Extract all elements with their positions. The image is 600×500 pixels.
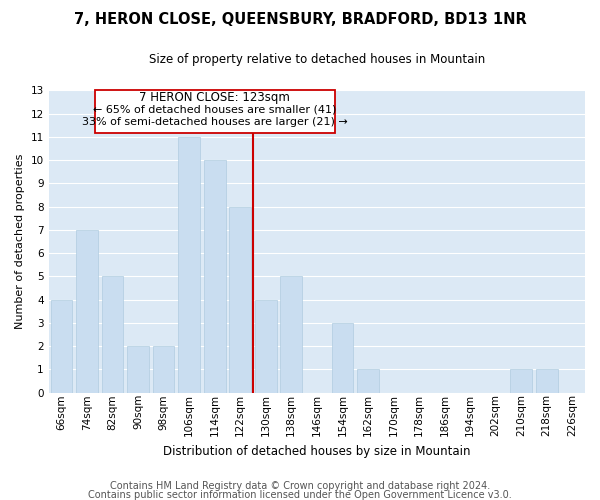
Bar: [204, 160, 226, 392]
X-axis label: Distribution of detached houses by size in Mountain: Distribution of detached houses by size …: [163, 444, 470, 458]
FancyBboxPatch shape: [95, 90, 335, 134]
Bar: [76, 230, 98, 392]
Text: ← 65% of detached houses are smaller (41): ← 65% of detached houses are smaller (41…: [93, 104, 337, 115]
Text: 7 HERON CLOSE: 123sqm: 7 HERON CLOSE: 123sqm: [139, 91, 290, 104]
Bar: [536, 370, 557, 392]
Text: Contains HM Land Registry data © Crown copyright and database right 2024.: Contains HM Land Registry data © Crown c…: [110, 481, 490, 491]
Bar: [280, 276, 302, 392]
Bar: [50, 300, 72, 392]
Text: 7, HERON CLOSE, QUEENSBURY, BRADFORD, BD13 1NR: 7, HERON CLOSE, QUEENSBURY, BRADFORD, BD…: [74, 12, 526, 28]
Bar: [255, 300, 277, 392]
Title: Size of property relative to detached houses in Mountain: Size of property relative to detached ho…: [149, 52, 485, 66]
Bar: [153, 346, 175, 393]
Bar: [332, 323, 353, 392]
Bar: [127, 346, 149, 393]
Text: 33% of semi-detached houses are larger (21) →: 33% of semi-detached houses are larger (…: [82, 118, 347, 128]
Bar: [510, 370, 532, 392]
Y-axis label: Number of detached properties: Number of detached properties: [15, 154, 25, 329]
Bar: [101, 276, 124, 392]
Bar: [357, 370, 379, 392]
Bar: [229, 206, 251, 392]
Bar: [178, 137, 200, 392]
Text: Contains public sector information licensed under the Open Government Licence v3: Contains public sector information licen…: [88, 490, 512, 500]
